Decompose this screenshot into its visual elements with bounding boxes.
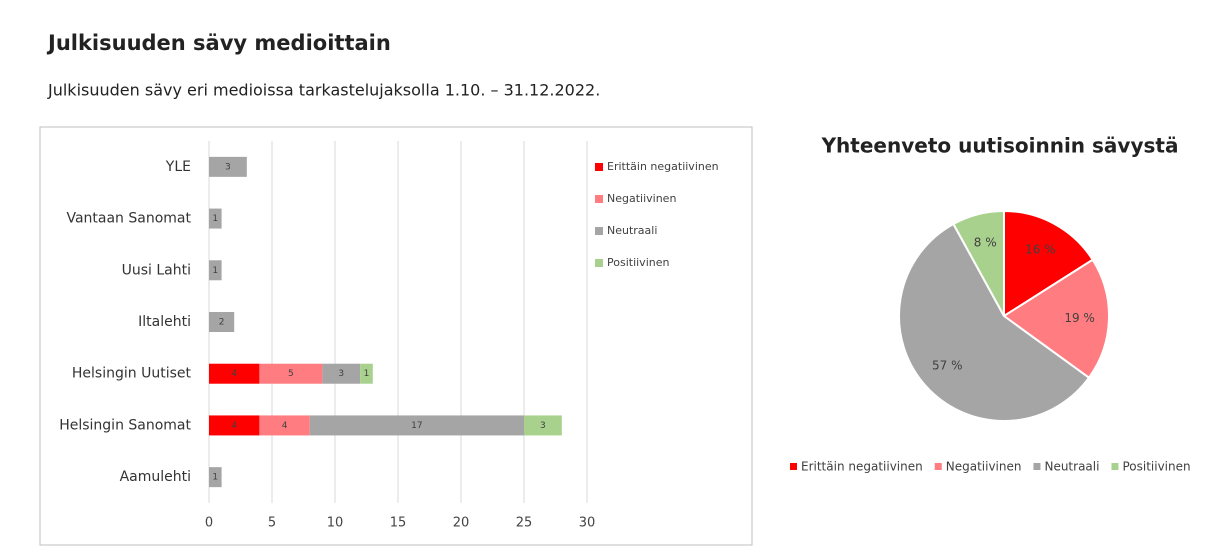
y-tick-label: Vantaan Sanomat <box>66 211 191 227</box>
legend-swatch <box>934 463 942 470</box>
legend-label: Erittäin negatiivinen <box>801 460 923 474</box>
data-label: 3 <box>225 162 231 172</box>
legend-swatch <box>595 163 603 171</box>
bar-segment <box>259 415 310 436</box>
pie-slice <box>1002 258 1110 380</box>
legend-label: Positiivinen <box>607 256 669 269</box>
legend-swatch <box>595 195 603 203</box>
bar-segment <box>360 363 373 384</box>
data-label: 4 <box>231 421 237 431</box>
y-tick-label: Helsingin Sanomat <box>59 417 191 433</box>
legend-label: Negatiivinen <box>607 192 676 205</box>
x-tick-label: 5 <box>268 516 276 531</box>
data-label: 3 <box>540 421 546 431</box>
bar-segment <box>209 312 235 332</box>
bar-segment <box>524 415 562 436</box>
data-label: 4 <box>231 369 237 379</box>
data-label: 3 <box>338 369 344 379</box>
pie-slice <box>1003 209 1095 318</box>
pie-slice <box>952 209 1005 317</box>
data-label: 1 <box>212 473 218 483</box>
bar-segment <box>309 415 524 436</box>
x-tick-label: 25 <box>516 516 533 531</box>
page-subtitle: Julkisuuden sävy eri medioissa tarkastel… <box>47 81 600 100</box>
y-tick-label: Helsingin Uutiset <box>72 366 192 382</box>
bar-segment <box>209 208 222 229</box>
legend-label: Positiivinen <box>1122 460 1190 474</box>
legend-swatch <box>1033 463 1041 470</box>
legend-swatch <box>595 227 603 235</box>
legend-label: Negatiivinen <box>946 460 1022 474</box>
y-tick-label: Uusi Lahti <box>122 262 191 278</box>
bar-segment <box>209 467 222 488</box>
data-label: 5 <box>288 369 294 379</box>
chart-title: Yhteenveto uutisoinnin sävystä <box>821 134 1179 158</box>
bar-segment <box>322 363 361 384</box>
data-label: 57 % <box>932 358 963 372</box>
x-tick-label: 0 <box>205 516 213 531</box>
bar-segment <box>209 156 247 177</box>
data-label: 16 % <box>1025 242 1056 256</box>
legend-label: Neutraali <box>607 224 657 237</box>
data-label: 8 % <box>974 235 997 249</box>
y-tick-label: Aamulehti <box>120 469 191 485</box>
x-tick-label: 20 <box>453 516 470 531</box>
pie-slice <box>898 222 1091 422</box>
legend-label: Erittäin negatiivinen <box>607 160 719 173</box>
page-title: Julkisuuden sävy medioittain <box>46 31 391 55</box>
chart-frame <box>39 126 753 546</box>
y-tick-label: Iltalehti <box>138 314 191 330</box>
legend-swatch <box>790 463 797 470</box>
data-label: 1 <box>212 266 218 276</box>
y-tick-label: YLE <box>165 159 191 175</box>
bar-segment <box>259 363 323 384</box>
bar-segment <box>209 260 222 281</box>
data-label: 1 <box>212 214 218 224</box>
legend-label: Neutraali <box>1044 460 1099 474</box>
data-label: 4 <box>282 421 288 431</box>
bar-segment <box>209 363 260 384</box>
data-label: 2 <box>219 318 225 328</box>
legend-swatch <box>595 259 603 267</box>
legend-swatch <box>1111 463 1119 470</box>
data-label: 17 <box>411 421 422 431</box>
bar-segment <box>209 415 260 436</box>
x-tick-label: 30 <box>579 516 596 531</box>
x-tick-label: 15 <box>390 516 407 531</box>
data-label: 19 % <box>1064 311 1095 325</box>
x-tick-label: 10 <box>327 516 344 531</box>
data-label: 1 <box>364 369 370 379</box>
